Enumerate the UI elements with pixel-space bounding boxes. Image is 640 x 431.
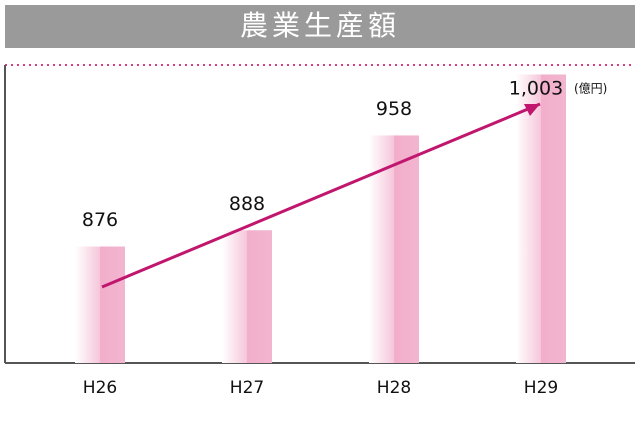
value-label: 888: [229, 193, 265, 215]
x-tick-label: H26: [83, 378, 117, 398]
bar: [222, 230, 272, 363]
value-label: 958: [376, 98, 412, 120]
arrow-head: [524, 104, 540, 116]
bar: [75, 246, 125, 363]
trend-arrow: [101, 102, 541, 289]
title-banner: [5, 5, 635, 48]
value-label: 876: [82, 209, 118, 231]
x-tick-label: H27: [230, 378, 264, 398]
chart-title: 農業生産額: [240, 9, 400, 42]
x-tick-label: H29: [524, 378, 558, 398]
bar: [516, 74, 566, 364]
bar: [369, 135, 419, 363]
x-tick-label: H28: [377, 378, 411, 398]
unit-label: (億円): [574, 82, 607, 96]
value-label: 1,003: [509, 78, 563, 100]
bars: [75, 74, 566, 364]
